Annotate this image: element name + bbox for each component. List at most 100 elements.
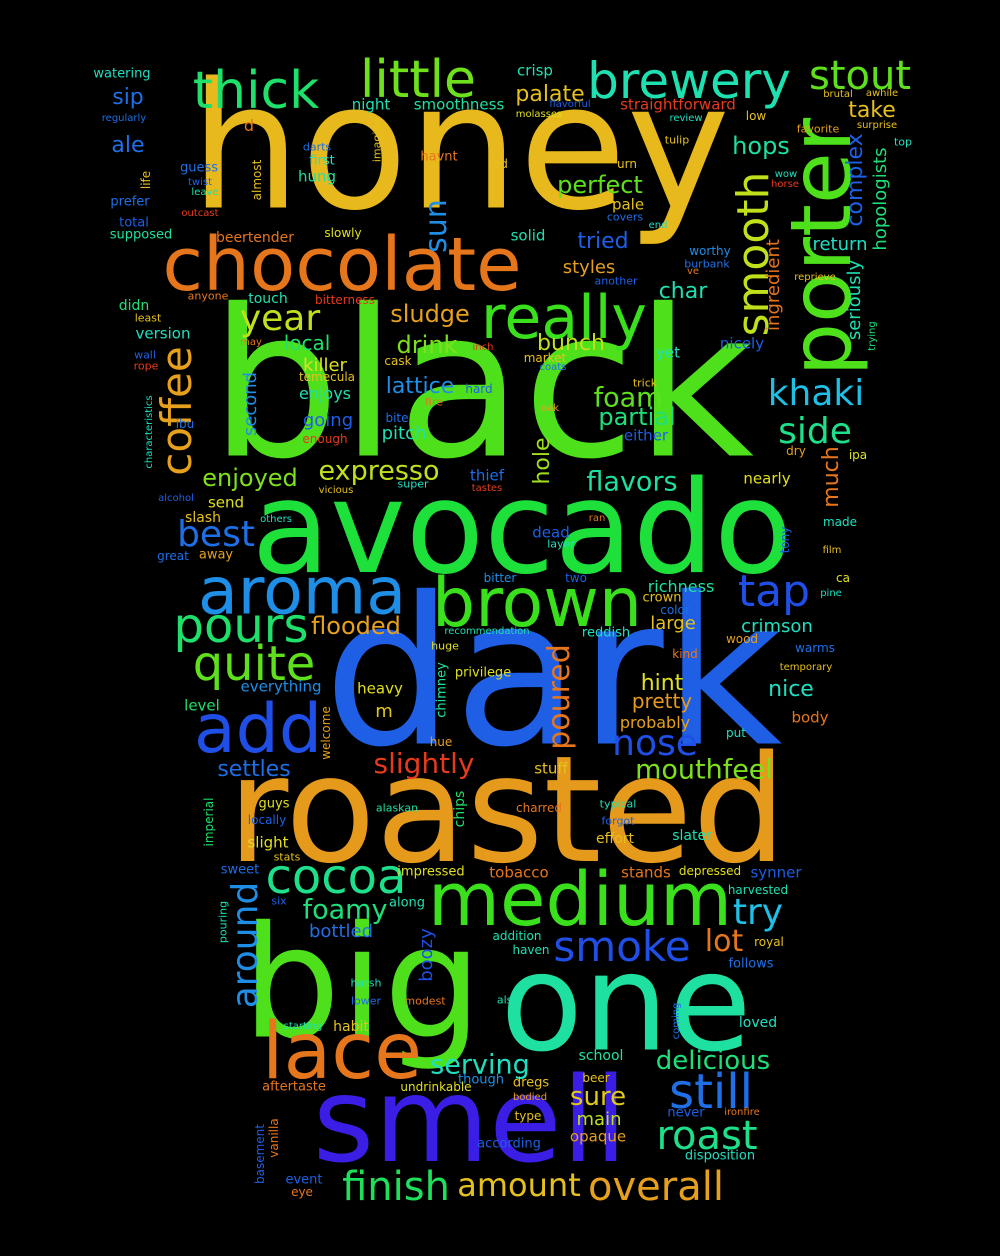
- word-disposition: disposition: [684, 1148, 756, 1164]
- word-twist: twist: [187, 177, 213, 188]
- word-havnt: havnt: [420, 149, 458, 165]
- word-bodied: bodied: [512, 1092, 548, 1103]
- word-around: around: [225, 881, 266, 1009]
- word-total: total: [119, 215, 149, 231]
- word-brutal: brutal: [823, 89, 853, 100]
- word-urn: urn: [617, 157, 637, 171]
- word-second: second: [240, 371, 261, 437]
- word-charred: charred: [516, 801, 562, 815]
- word-awhile: awhile: [865, 88, 899, 99]
- word-nice: nice: [768, 677, 814, 702]
- word-slash: slash: [185, 510, 221, 526]
- word-away: away: [198, 547, 234, 563]
- word-hint: hint: [640, 671, 684, 696]
- word-stats: stats: [273, 850, 301, 864]
- word-undrinkable: undrinkable: [400, 1080, 472, 1094]
- word-worthy: worthy: [689, 244, 731, 258]
- word-brewery: brewery: [587, 52, 791, 110]
- word-nicely: nicely: [719, 334, 765, 353]
- word-vanilla: vanilla: [267, 1118, 281, 1158]
- word-crisp: crisp: [517, 61, 553, 80]
- word-dead: dead: [532, 523, 570, 542]
- word-along: along: [388, 895, 426, 911]
- word-haven: haven: [512, 943, 550, 957]
- word-outcast: outcast: [181, 208, 219, 219]
- word-imagine: imagine: [370, 117, 384, 163]
- word-addition: addition: [492, 929, 542, 943]
- word-rope: rope: [133, 359, 159, 373]
- word-add: add: [194, 690, 322, 769]
- word-almost: almost: [250, 159, 264, 201]
- word-try: try: [732, 892, 784, 933]
- word-pours: pours: [173, 598, 309, 654]
- word-smoke: smoke: [553, 922, 691, 971]
- word-avocado: avocado: [251, 454, 793, 603]
- word-pitch: pitch: [381, 423, 427, 444]
- word-coffee: coffee: [152, 346, 201, 476]
- word-life: life: [139, 170, 153, 190]
- word-imperial: imperial: [202, 797, 216, 847]
- word-tried: tried: [577, 229, 629, 254]
- word-hung: hung: [297, 167, 337, 186]
- word-recommendation: recommendation: [444, 626, 530, 637]
- word-royal: royal: [754, 935, 784, 949]
- word-covers: covers: [606, 210, 644, 224]
- word-main: main: [576, 1109, 622, 1130]
- word-delicious: delicious: [655, 1046, 771, 1076]
- word-take: take: [848, 98, 896, 123]
- word-char: char: [658, 279, 708, 304]
- word-lattice: lattice: [385, 374, 455, 399]
- word-also: also: [496, 993, 520, 1007]
- word-privilege: privilege: [454, 665, 512, 681]
- word-guys: guys: [258, 796, 290, 812]
- word-layer: layer: [547, 537, 575, 551]
- word-drink: drink: [396, 331, 458, 359]
- word-made: made: [822, 515, 858, 529]
- word-little: little: [359, 50, 477, 110]
- word-reddish: reddish: [581, 625, 631, 641]
- word-impressed: impressed: [397, 864, 465, 880]
- word-flooded: flooded: [311, 612, 401, 640]
- word-loved: loved: [738, 1015, 778, 1031]
- word-modest: modest: [404, 994, 446, 1008]
- word-tastes: tastes: [471, 483, 503, 494]
- word-perfect: perfect: [557, 171, 643, 199]
- word-hops: hops: [732, 132, 790, 160]
- word-partial: partial: [598, 403, 676, 431]
- word-black: black: [209, 266, 755, 505]
- word-supposed: supposed: [109, 227, 173, 243]
- word-temporary: temporary: [779, 662, 833, 673]
- word-may: may: [240, 337, 262, 348]
- word-six: six: [271, 894, 287, 908]
- word-oak: oak: [540, 403, 560, 414]
- word-according: according: [477, 1136, 541, 1152]
- word-red: red: [488, 157, 508, 171]
- word-lace: lace: [261, 1007, 423, 1097]
- word-expresso: expresso: [318, 455, 440, 487]
- word-tap: tap: [737, 566, 811, 617]
- word-straightforward: straightforward: [620, 95, 736, 114]
- word-fire: fire: [425, 395, 443, 409]
- word-tobacco: tobacco: [489, 863, 549, 882]
- word-color: color: [660, 603, 690, 617]
- word-medium: medium: [427, 857, 733, 943]
- word-thick: thick: [192, 61, 320, 121]
- word-bunch: bunch: [537, 331, 605, 356]
- word-sun: sun: [419, 199, 454, 253]
- word-warms: warms: [795, 641, 835, 655]
- word-solid: solid: [510, 226, 546, 245]
- word-prefer: prefer: [110, 194, 150, 210]
- word-characteristics: characteristics: [144, 395, 155, 469]
- word-cask: cask: [384, 354, 412, 368]
- word-reprieve: reprieve: [794, 272, 836, 283]
- word-everything: everything: [240, 677, 322, 696]
- word-burbank: burbank: [684, 257, 730, 271]
- word-two: two: [565, 571, 587, 585]
- word-others: others: [260, 514, 292, 525]
- word-harsh: harsh: [350, 976, 382, 990]
- word-palate: palate: [515, 82, 585, 107]
- word-lot: lot: [704, 924, 744, 959]
- word-harvested: harvested: [727, 883, 789, 897]
- word-best: best: [177, 514, 255, 555]
